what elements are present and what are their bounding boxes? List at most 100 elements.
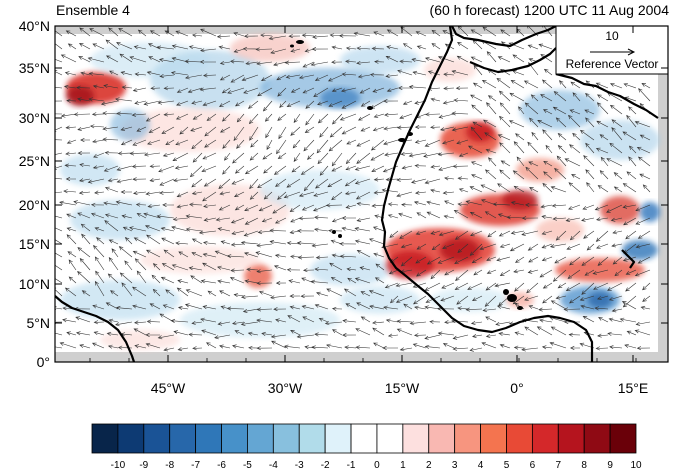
- wind-vector: [521, 347, 539, 352]
- wind-vector: [108, 239, 119, 245]
- wind-vector: [231, 230, 245, 235]
- wind-vector: [414, 333, 427, 338]
- wind-vector: [203, 217, 217, 222]
- wind-vector: [171, 225, 189, 232]
- lat-label: 5°N: [27, 315, 51, 331]
- wind-vector: [77, 126, 91, 131]
- wind-vector: [396, 177, 413, 182]
- wind-vector: [103, 165, 119, 172]
- wind-vector: [68, 276, 77, 284]
- wind-vector: [219, 191, 231, 196]
- wind-vector: [622, 204, 637, 209]
- wind-vector: [233, 48, 245, 53]
- wind-vector: [499, 115, 511, 128]
- wind-vector: [581, 256, 595, 266]
- wind-vector: [87, 178, 105, 184]
- wind-vector: [437, 55, 455, 63]
- wind-vector: [256, 281, 273, 286]
- wind-vector: [131, 112, 147, 117]
- wind-vector: [356, 60, 371, 65]
- wind-vector: [108, 27, 119, 37]
- wind-vector: [185, 289, 203, 297]
- wind-vector: [191, 320, 203, 325]
- wind-vector: [80, 223, 91, 232]
- wind-vector: [412, 343, 427, 349]
- wind-vector: [415, 230, 427, 235]
- wind-vector: [429, 319, 441, 324]
- wind-vector: [443, 214, 455, 219]
- wind-vector: [136, 213, 147, 219]
- wind-vector: [385, 74, 399, 78]
- wind-vector: [568, 204, 581, 210]
- wind-vector: [499, 142, 511, 154]
- wind-vector: [192, 346, 203, 351]
- wind-vector: [395, 295, 413, 303]
- wind-vector: [316, 139, 329, 154]
- wind-vector: [354, 277, 371, 284]
- wind-vector: [496, 77, 511, 89]
- wind-vector: [430, 125, 441, 130]
- wind-vector: [610, 217, 623, 222]
- wind-vector: [163, 86, 175, 91]
- wind-vector: [218, 100, 231, 107]
- wind-vector: [149, 164, 161, 169]
- wind-vector: [469, 243, 483, 256]
- wind-vector: [430, 269, 441, 280]
- wind-vector: [244, 217, 259, 225]
- wind-vector: [73, 200, 91, 206]
- wind-vector: [136, 126, 147, 132]
- wind-vector: [136, 270, 147, 284]
- wind-vector: [115, 305, 133, 310]
- wind-vector: [249, 152, 259, 161]
- wind-vector: [175, 113, 189, 120]
- wind-vector: [202, 252, 217, 258]
- wind-vector: [527, 243, 539, 251]
- wind-vector: [347, 277, 357, 284]
- wind-vector: [430, 188, 441, 193]
- colorbar-label: -4: [269, 460, 278, 471]
- wind-vector: [190, 275, 203, 284]
- wind-vector: [341, 87, 357, 93]
- wind-vector: [626, 114, 637, 128]
- wind-vector: [586, 182, 595, 193]
- wind-vector: [215, 217, 231, 222]
- wind-vector: [330, 277, 343, 284]
- wind-vector: [484, 211, 497, 219]
- wind-vector: [202, 191, 217, 202]
- wind-vector: [249, 126, 259, 141]
- wind-vector: [387, 202, 399, 207]
- wind-vector: [286, 100, 301, 107]
- wind-vector: [94, 190, 105, 195]
- wind-vector: [426, 256, 441, 265]
- wind-vector: [102, 126, 119, 131]
- wind-vector: [302, 61, 315, 68]
- wind-vector: [310, 61, 329, 67]
- wind-vector: [55, 152, 63, 155]
- wind-vector: [146, 319, 161, 324]
- wind-vector: [634, 329, 651, 336]
- wind-vector: [341, 72, 357, 77]
- wind-vector: [595, 230, 609, 242]
- wind-vector: [621, 301, 637, 310]
- wind-vector: [557, 145, 567, 154]
- shading-blob: [260, 68, 400, 108]
- wind-vector: [383, 99, 399, 104]
- wind-vector: [55, 100, 63, 102]
- wind-vector: [202, 262, 217, 271]
- wind-vector: [356, 201, 371, 206]
- wind-vector: [373, 342, 385, 349]
- wind-vector: [162, 304, 175, 310]
- island-cape-verde: [332, 230, 336, 234]
- wind-vector: [229, 277, 245, 284]
- wind-vector: [219, 60, 231, 65]
- wind-vector: [60, 54, 77, 63]
- wind-vector: [161, 263, 175, 271]
- wind-vector: [636, 146, 651, 154]
- wind-vector: [133, 237, 147, 245]
- wind-vector: [137, 29, 147, 37]
- wind-vector: [373, 190, 385, 195]
- wind-vector: [317, 100, 329, 106]
- wind-vector: [387, 214, 399, 219]
- wind-vector: [233, 191, 245, 198]
- wind-vector: [595, 147, 609, 154]
